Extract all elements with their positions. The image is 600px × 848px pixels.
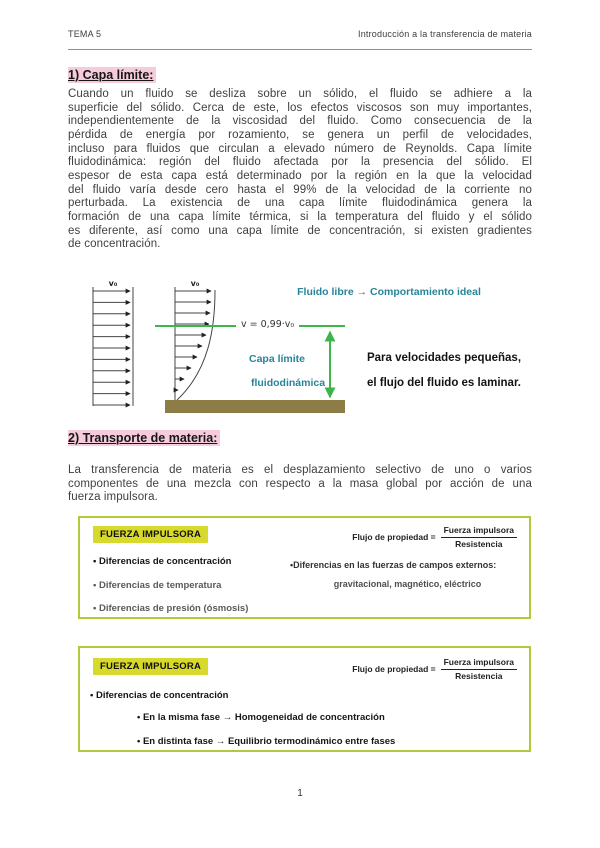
paragraph-line: es diferente, así como una capa límite d…	[68, 224, 532, 237]
uniform-profile-arrows	[93, 288, 131, 408]
boundary-layer-label-line2: fluidodinámica	[250, 377, 326, 389]
paragraph-line: de concentración.	[68, 238, 161, 251]
paragraph-line: pérdida de energía por rozamiento, se ge…	[68, 128, 532, 141]
flux-formula: Flujo de propiedad = Fuerza impulsora Re…	[352, 525, 517, 549]
header-right: Introducción a la transferencia de mater…	[358, 29, 532, 39]
paragraph-line: espesor de esta capa está determinado po…	[68, 169, 532, 182]
list-item: • Diferencias de temperatura	[93, 579, 222, 591]
uniform-velocity-profile	[92, 287, 134, 408]
section-1-title: 1) Capa límite:	[68, 67, 157, 83]
header-left: TEMA 5	[68, 29, 102, 39]
driving-force-chip: FUERZA IMPULSORA	[93, 658, 209, 675]
paragraph-line: superficie del sólido. Cerca de este, lo…	[68, 101, 532, 114]
formula-numerator: Fuerza impulsora	[440, 657, 517, 670]
page-number: 1	[297, 788, 303, 799]
external-fields-note: •Diferencias en las fuerzas de campos ex…	[290, 560, 525, 589]
section-2-paragraph: La transferencia de materia es el despla…	[68, 464, 532, 505]
paragraph-line: Cuando un fluido se desliza sobre un sól…	[68, 88, 532, 100]
sub-list-item: • En la misma fase → Homogeneidad de con…	[137, 712, 385, 723]
sub-list-item: • En distinta fase → Equilibrio termodin…	[137, 736, 396, 747]
driving-force-chip: FUERZA IMPULSORA	[93, 526, 209, 543]
free-stream-label: Fluido libre → Comportamiento ideal	[297, 286, 481, 298]
paragraph-line: perturbada. La existencia de una capa lí…	[68, 197, 532, 210]
formula-lhs: Flujo de propiedad =	[352, 532, 436, 542]
paragraph-line: La transferencia de materia es el despla…	[68, 464, 532, 476]
paragraph-line: independientemente de la viscosidad del …	[68, 115, 532, 128]
solid-surface-bar	[165, 400, 345, 413]
velocity-profile-curve	[176, 289, 216, 401]
boundary-layer-diagram	[92, 287, 345, 413]
flux-formula: Flujo de propiedad = Fuerza impulsora Re…	[352, 657, 517, 681]
boundary-layer-figure: v₀ v₀ Fluido libre → Comportamiento idea…	[0, 278, 600, 420]
driving-force-list: • Diferencias de concentración • Diferen…	[93, 556, 248, 627]
v0-label-uniform: v₀	[108, 279, 118, 288]
paragraph-line: fuerza impulsora.	[68, 491, 158, 504]
paragraph-line: componentes de una mezcla con respecto a…	[68, 477, 532, 490]
list-item: • Diferencias de concentración	[93, 556, 232, 567]
boundary-profile-arrows	[173, 288, 212, 393]
formula-fraction: Fuerza impulsora Resistencia	[440, 525, 517, 549]
paragraph-line: fluidodinámica: región del fluido afecta…	[68, 156, 532, 169]
boundary-layer-label-line1: Capa límite	[248, 353, 306, 365]
list-item: • Diferencias de concentración	[90, 690, 229, 701]
driving-force-box-1: FUERZA IMPULSORA Flujo de propiedad = Fu…	[78, 516, 531, 619]
laminar-note-line2: el flujo del fluido es laminar.	[366, 377, 521, 389]
section-2-title: 2) Transporte de materia:	[68, 430, 221, 446]
laminar-note-line1: Para velocidades pequeñas,	[366, 352, 522, 364]
v99-equation-label: v = 0,99·v₀	[236, 319, 300, 330]
section-1-paragraph: Cuando un fluido se desliza sobre un sól…	[68, 88, 532, 252]
paragraph-line: formación de una capa límite térmica, si…	[68, 210, 532, 223]
driving-force-box-2: FUERZA IMPULSORA Flujo de propiedad = Fu…	[78, 646, 531, 752]
note-line: •Diferencias en las fuerzas de campos ex…	[290, 560, 497, 570]
formula-lhs: Flujo de propiedad =	[352, 664, 436, 674]
formula-denominator: Resistencia	[455, 539, 503, 549]
paragraph-line: del fluido varía desde cero hasta el 99%…	[68, 183, 532, 196]
list-item: • Diferencias de presión (ósmosis)	[93, 603, 249, 614]
note-line: gravitacional, magnético, eléctrico	[333, 579, 482, 589]
boundary-layer-velocity-profile	[173, 287, 216, 401]
formula-denominator: Resistencia	[455, 671, 503, 681]
formula-numerator: Fuerza impulsora	[440, 525, 517, 538]
paragraph-line: incluso para fluidos que circulan a elev…	[68, 142, 532, 155]
page-header: TEMA 5 Introducción a la transferencia d…	[68, 29, 532, 50]
formula-fraction: Fuerza impulsora Resistencia	[440, 657, 517, 681]
v0-label-boundary: v₀	[190, 279, 200, 288]
